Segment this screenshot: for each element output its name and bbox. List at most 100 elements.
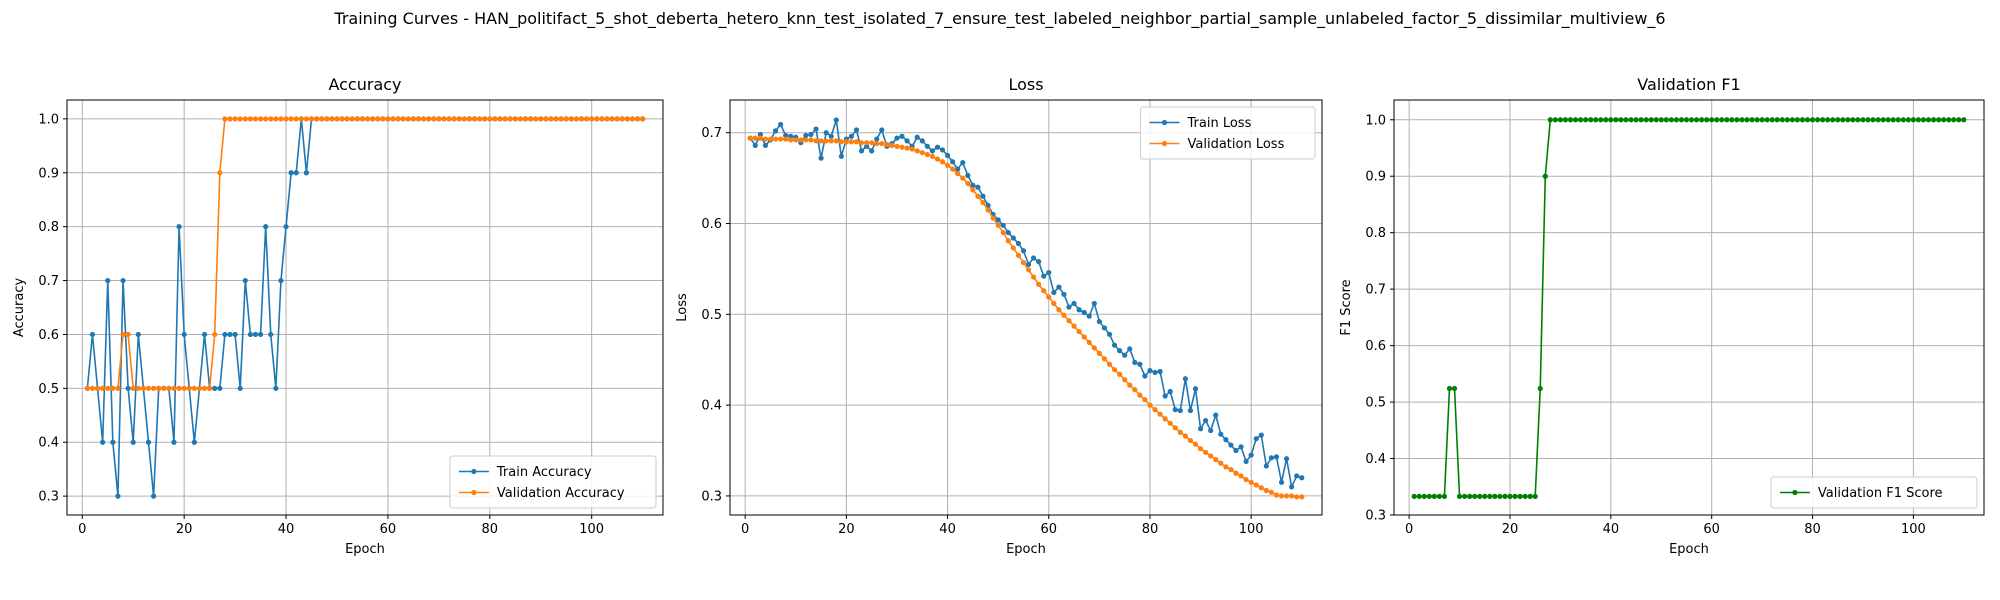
data-point (1000, 229, 1006, 236)
data-point (1187, 437, 1194, 444)
data-point (1253, 482, 1259, 488)
data-point (1562, 117, 1569, 123)
x-tick-label: 0 (741, 522, 749, 537)
y-tick-label: 0.8 (1365, 226, 1386, 241)
data-point (934, 156, 941, 162)
legend-swatch-marker (1161, 119, 1168, 126)
data-point (1137, 392, 1143, 398)
data-point (1421, 493, 1427, 499)
validation-accuracy-line (87, 118, 643, 390)
data-point (1030, 274, 1037, 280)
data-point (1456, 493, 1463, 499)
data-point (364, 116, 371, 122)
data-point (1880, 117, 1886, 123)
data-point (1228, 442, 1234, 448)
data-point (604, 116, 610, 122)
data-point (1487, 493, 1493, 499)
data-point (1233, 447, 1239, 454)
data-point (1122, 377, 1128, 383)
x-tick-label: 20 (838, 522, 855, 537)
train-loss-line (749, 119, 1303, 488)
data-point (1431, 493, 1437, 499)
data-point (914, 148, 920, 154)
data-point (578, 116, 585, 122)
data-point (451, 116, 457, 122)
data-point (970, 187, 976, 193)
data-point (879, 140, 885, 147)
data-point (1268, 455, 1275, 461)
data-point (833, 138, 839, 144)
data-point (919, 150, 925, 156)
data-point (1789, 117, 1795, 123)
data-point (777, 136, 784, 142)
data-point (1243, 476, 1249, 483)
data-point (1603, 117, 1609, 123)
data-point (548, 116, 554, 122)
data-point (1749, 117, 1755, 123)
train-loss-points (747, 117, 1305, 490)
data-point (227, 116, 233, 122)
data-point (1233, 470, 1239, 476)
data-point (268, 116, 274, 122)
data-point (237, 385, 243, 391)
data-point (894, 135, 900, 141)
data-point (191, 439, 197, 445)
x-tick-label: 0 (78, 522, 86, 537)
data-point (1820, 117, 1826, 123)
data-point (1015, 240, 1022, 247)
data-point (803, 132, 809, 139)
data-point (1061, 291, 1067, 297)
data-point (767, 136, 774, 142)
data-point (828, 138, 834, 144)
data-point (334, 116, 340, 122)
data-point (1213, 457, 1219, 463)
data-point (324, 116, 330, 122)
data-point (1258, 432, 1264, 438)
data-point (798, 137, 804, 143)
data-point (227, 331, 233, 338)
train-accuracy-line (86, 118, 643, 497)
data-point (1132, 359, 1138, 366)
data-point (563, 116, 569, 122)
data-point (1005, 229, 1011, 236)
data-point (838, 139, 844, 145)
data-point (1096, 350, 1102, 356)
data-point (1147, 368, 1153, 374)
data-point (793, 137, 799, 143)
data-point (899, 133, 905, 139)
data-point (1850, 117, 1856, 123)
x-tick-label: 20 (1502, 522, 1519, 537)
data-point (858, 140, 865, 146)
data-point (410, 116, 416, 122)
data-point (1416, 493, 1422, 499)
data-point (1461, 493, 1468, 499)
data-point (1663, 117, 1669, 123)
data-point (1951, 117, 1957, 123)
data-point (818, 138, 824, 144)
data-point (808, 137, 814, 143)
data-point (1794, 117, 1801, 123)
data-point (1537, 385, 1543, 392)
data-point (1117, 371, 1123, 377)
legend-label: Train Loss (1187, 116, 1252, 131)
data-point (788, 137, 794, 143)
data-point (848, 139, 855, 145)
x-axis-label: Epoch (1006, 542, 1046, 557)
x-tick-label: 100 (1239, 522, 1264, 537)
data-point (263, 224, 269, 230)
data-point (1066, 304, 1072, 310)
data-point (390, 116, 396, 122)
data-point (314, 116, 320, 122)
data-point (899, 144, 905, 150)
data-point (512, 116, 518, 122)
data-point (1930, 117, 1937, 123)
data-point (843, 139, 849, 145)
data-point (1268, 489, 1275, 495)
data-point (1542, 173, 1548, 179)
data-point (1091, 300, 1097, 307)
data-point (303, 170, 310, 176)
data-point (1860, 117, 1866, 123)
data-point (1152, 407, 1158, 413)
data-point (1253, 436, 1259, 442)
data-point (1177, 407, 1183, 414)
